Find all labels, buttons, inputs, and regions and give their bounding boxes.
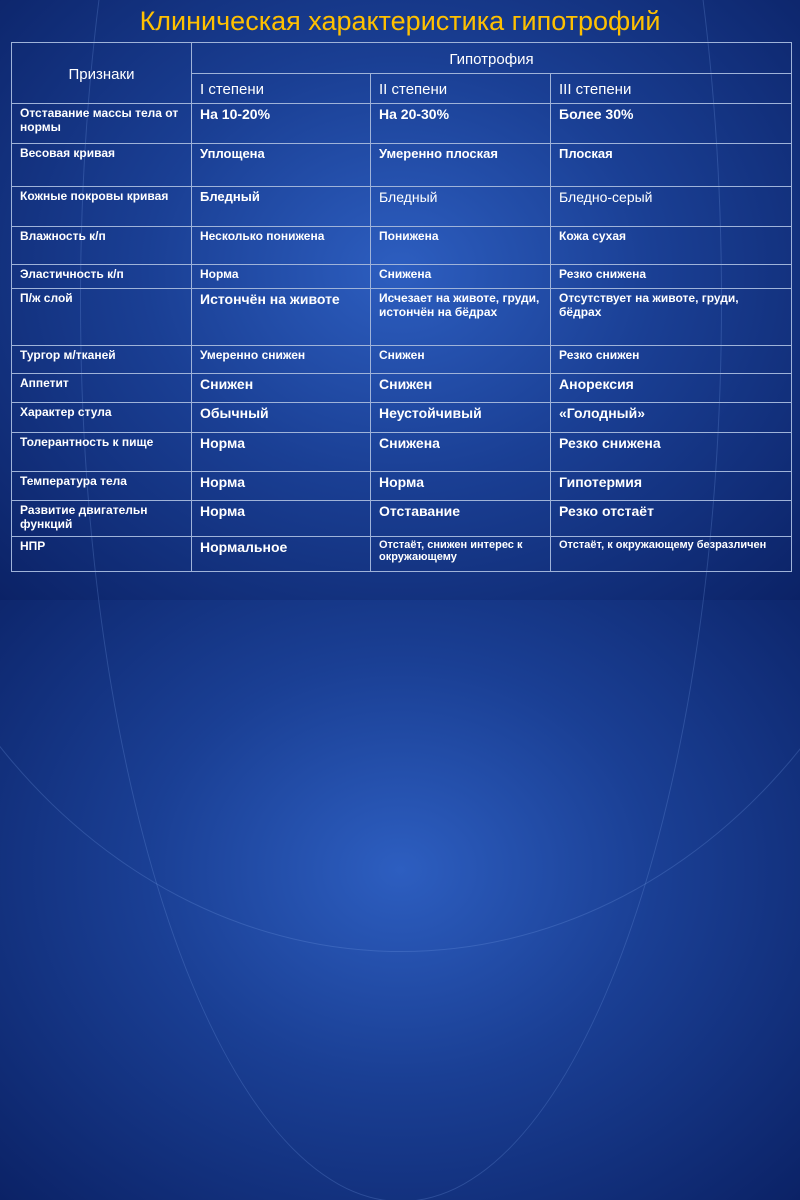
cell-degree-1: Умеренно снижен (191, 345, 371, 374)
row-sign: Температура тела (11, 471, 192, 501)
cell-degree-2: Неустойчивый (370, 402, 551, 433)
cell-degree-1: Снижен (191, 373, 371, 403)
cell-degree-1: Истончён на животе (191, 288, 371, 346)
table-row: Отставание массы тела от нормы На 10-20%… (11, 103, 792, 144)
page-title: Клиническая характеристика гипотрофий (139, 6, 661, 36)
table-row: Аппетит Снижен Снижен Анорексия (11, 373, 792, 403)
row-sign: Эластичность к/п (11, 264, 192, 289)
cell-degree-3: Гипотермия (550, 471, 792, 501)
cell-degree-2: Понижена (370, 226, 551, 265)
table-row: Влажность к/п Несколько понижена Понижен… (11, 226, 792, 265)
cell-degree-2: Снижен (370, 373, 551, 403)
row-sign: Весовая кривая (11, 143, 192, 187)
cell-degree-3: Резко снижена (550, 264, 792, 289)
row-sign: Тургор м/тканей (11, 345, 192, 374)
cell-degree-3: Плоская (550, 143, 792, 187)
cell-degree-3: Более 30% (550, 103, 792, 144)
row-sign: Характер стула (11, 402, 192, 433)
cell-degree-1: Несколько понижена (191, 226, 371, 265)
header-degree-3: III степени (550, 73, 792, 104)
cell-degree-2: Исчезает на животе, груди, истончён на б… (370, 288, 551, 346)
cell-degree-2: Норма (370, 471, 551, 501)
cell-degree-1: Уплощена (191, 143, 371, 187)
table-row: Толерантность к пище Норма Снижена Резко… (11, 432, 792, 472)
cell-degree-1: Норма (191, 500, 371, 537)
row-sign: Кожные покровы кривая (11, 186, 192, 227)
cell-degree-3: Резко отстаёт (550, 500, 792, 537)
header-signs: Признаки (11, 42, 192, 104)
table-row: Температура тела Норма Норма Гипотермия (11, 471, 792, 501)
cell-degree-2: Отстаёт, снижен интерес к окружающему (370, 536, 551, 572)
row-sign: Влажность к/п (11, 226, 192, 265)
cell-degree-1: Нормальное (191, 536, 371, 572)
cell-degree-1: Норма (191, 432, 371, 472)
cell-degree-2: На 20-30% (370, 103, 551, 144)
table-row: Эластичность к/п Норма Снижена Резко сни… (11, 264, 792, 289)
cell-degree-2: Снижена (370, 432, 551, 472)
table-row: Тургор м/тканей Умеренно снижен Снижен Р… (11, 345, 792, 374)
cell-degree-3: Анорексия (550, 373, 792, 403)
header-hypotrophy: Гипотрофия (191, 42, 792, 74)
cell-degree-3: Кожа сухая (550, 226, 792, 265)
header-degree-1: I степени (191, 73, 371, 104)
cell-degree-3: Отсутствует на животе, груди, бёдрах (550, 288, 792, 346)
table-row: НПР Нормальное Отстаёт, снижен интерес к… (11, 536, 792, 572)
header-degree-2: II степени (370, 73, 551, 104)
cell-degree-3: Резко снижена (550, 432, 792, 472)
row-sign: Развитие двигательн функций (11, 500, 192, 537)
cell-degree-1: Норма (191, 471, 371, 501)
cell-degree-3: Отстаёт, к окружающему безразличен (550, 536, 792, 572)
cell-degree-1: Норма (191, 264, 371, 289)
cell-degree-3: Резко снижен (550, 345, 792, 374)
cell-degree-2: Снижен (370, 345, 551, 374)
cell-degree-1: Бледный (191, 186, 371, 227)
cell-degree-1: Обычный (191, 402, 371, 433)
cell-degree-2: Бледный (370, 186, 551, 227)
cell-degree-3: «Голодный» (550, 402, 792, 433)
table-row: Характер стула Обычный Неустойчивый «Гол… (11, 402, 792, 433)
cell-degree-3: Бледно-серый (550, 186, 792, 227)
cell-degree-2: Отставание (370, 500, 551, 537)
row-sign: НПР (11, 536, 192, 572)
row-sign: Отставание массы тела от нормы (11, 103, 192, 144)
row-sign: Толерантность к пище (11, 432, 192, 472)
table-row: Кожные покровы кривая Бледный Бледный Бл… (11, 186, 792, 227)
table-row: Развитие двигательн функций Норма Отстав… (11, 500, 792, 537)
cell-degree-1: На 10-20% (191, 103, 371, 144)
row-sign: П/ж слой (11, 288, 192, 346)
hypotrophy-table: Признаки Гипотрофия I степени II степени… (11, 42, 792, 572)
table-row: П/ж слой Истончён на животе Исчезает на … (11, 288, 792, 346)
table-row: Весовая кривая Уплощена Умеренно плоская… (11, 143, 792, 187)
cell-degree-2: Умеренно плоская (370, 143, 551, 187)
cell-degree-2: Снижена (370, 264, 551, 289)
row-sign: Аппетит (11, 373, 192, 403)
